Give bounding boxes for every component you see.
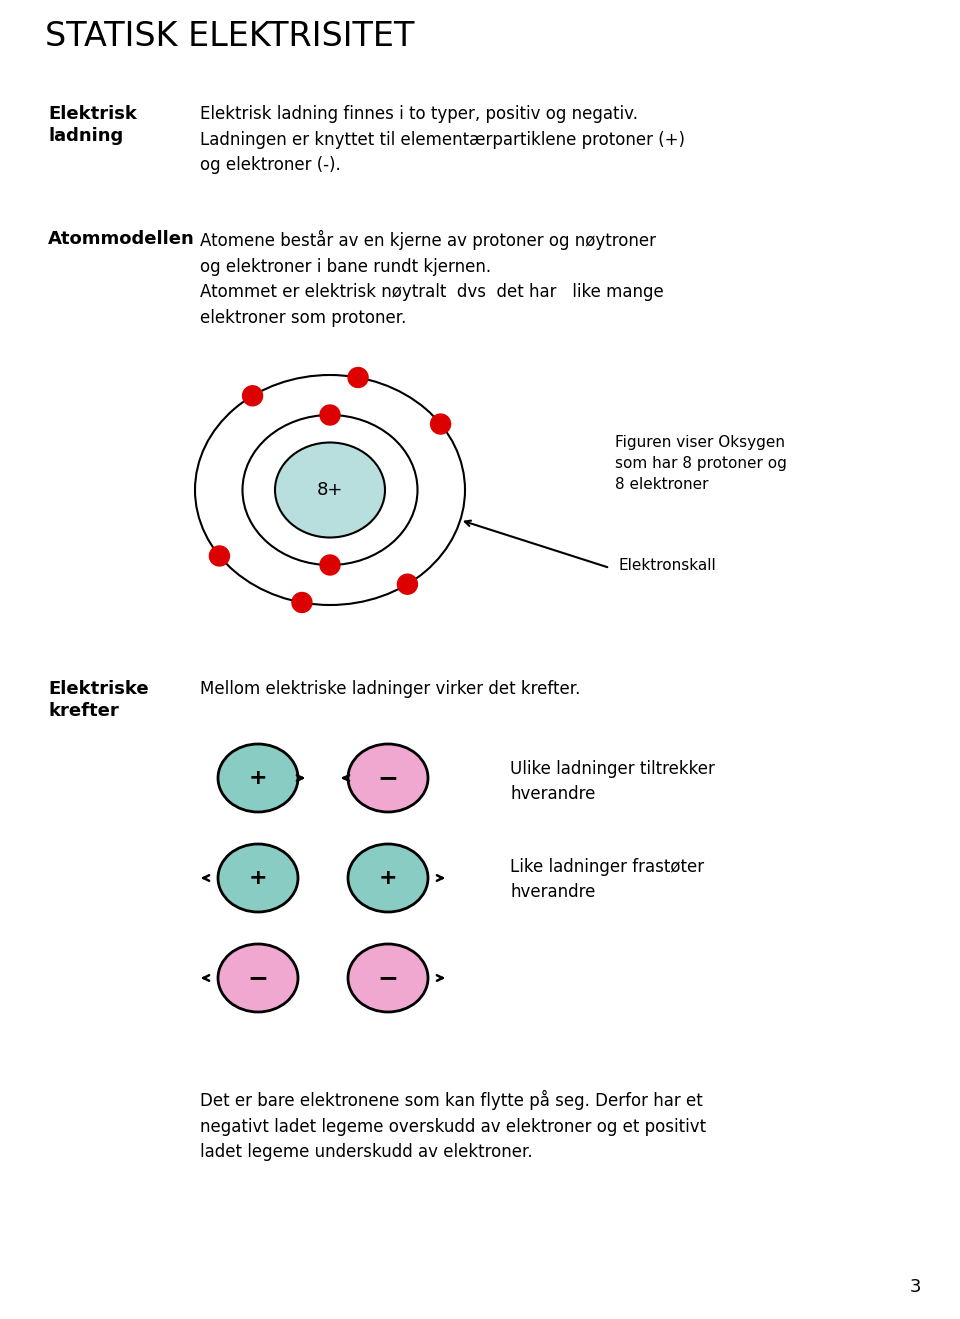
- Text: −: −: [377, 766, 398, 790]
- Circle shape: [243, 385, 263, 406]
- Text: −: −: [248, 966, 269, 991]
- Text: Elektrisk
ladning: Elektrisk ladning: [48, 106, 137, 145]
- Circle shape: [320, 405, 340, 425]
- Circle shape: [397, 574, 418, 594]
- Text: Det er bare elektronene som kan flytte på seg. Derfor har et
negativt ladet lege: Det er bare elektronene som kan flytte p…: [200, 1089, 707, 1162]
- Circle shape: [209, 546, 229, 566]
- Text: Elektriske
krefter: Elektriske krefter: [48, 681, 149, 720]
- Ellipse shape: [275, 442, 385, 538]
- Text: STATISK ELEKTRISITET: STATISK ELEKTRISITET: [45, 20, 415, 53]
- Text: −: −: [377, 966, 398, 991]
- Text: +: +: [378, 868, 397, 888]
- Text: +: +: [249, 868, 267, 888]
- Circle shape: [292, 592, 312, 612]
- Ellipse shape: [218, 844, 298, 911]
- Text: Elektronskall: Elektronskall: [618, 558, 716, 572]
- Circle shape: [431, 414, 450, 434]
- Ellipse shape: [348, 744, 428, 813]
- Text: 8+: 8+: [317, 481, 343, 499]
- Circle shape: [348, 368, 368, 388]
- Text: 3: 3: [910, 1278, 922, 1297]
- Ellipse shape: [348, 944, 428, 1012]
- Ellipse shape: [348, 844, 428, 911]
- Circle shape: [320, 555, 340, 575]
- Text: Like ladninger frastøter
hverandre: Like ladninger frastøter hverandre: [510, 857, 704, 901]
- Text: Atommodellen: Atommodellen: [48, 230, 195, 248]
- Text: +: +: [249, 768, 267, 787]
- Ellipse shape: [218, 744, 298, 813]
- Text: Ulike ladninger tiltrekker
hverandre: Ulike ladninger tiltrekker hverandre: [510, 760, 715, 803]
- Text: Elektrisk ladning finnes i to typer, positiv og negativ.
Ladningen er knyttet ti: Elektrisk ladning finnes i to typer, pos…: [200, 106, 685, 174]
- Text: Figuren viser Oksygen
som har 8 protoner og
8 elektroner: Figuren viser Oksygen som har 8 protoner…: [615, 435, 787, 492]
- Ellipse shape: [218, 944, 298, 1012]
- Text: Atomene består av en kjerne av protoner og nøytroner
og elektroner i bane rundt : Atomene består av en kjerne av protoner …: [200, 230, 663, 327]
- Text: Mellom elektriske ladninger virker det krefter.: Mellom elektriske ladninger virker det k…: [200, 681, 581, 698]
